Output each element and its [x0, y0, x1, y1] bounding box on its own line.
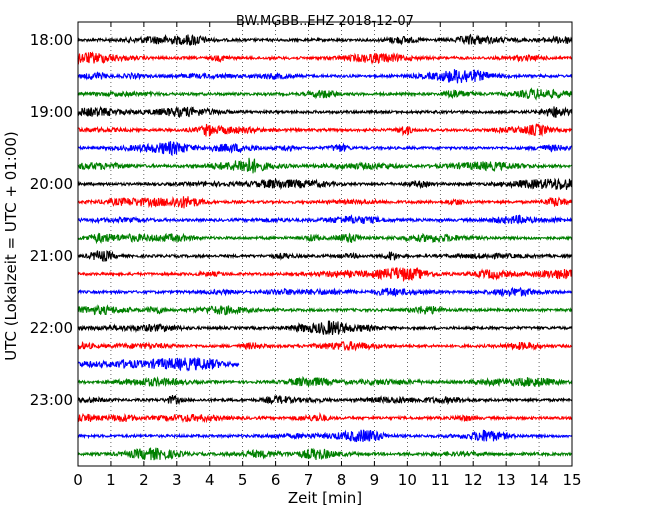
seismic-trace [77, 286, 573, 298]
y-axis-label: UTC (Lokalzeit = UTC + 01:00) [2, 131, 20, 361]
y-tick-label: 19:00 [30, 103, 73, 121]
x-tick-label: 12 [464, 471, 483, 489]
x-tick-label: 3 [172, 471, 182, 489]
seismic-trace [77, 141, 573, 157]
seismic-trace [77, 69, 573, 84]
y-tick-label: 22:00 [30, 319, 73, 337]
seismic-trace [77, 320, 573, 336]
x-tick-label: 4 [205, 471, 215, 489]
seismic-trace [77, 87, 573, 101]
seismic-trace [77, 214, 573, 225]
seismic-trace [77, 356, 240, 372]
seismic-trace [77, 375, 573, 389]
x-tick-label: 15 [562, 471, 581, 489]
x-tick-label: 14 [530, 471, 549, 489]
x-tick-label: 5 [238, 471, 248, 489]
seismic-trace [77, 105, 573, 119]
x-axis-label: Zeit [min] [288, 489, 362, 507]
x-tick-label: 7 [304, 471, 314, 489]
x-tick-label: 11 [431, 471, 450, 489]
chart-title: BW.MGBB..EHZ 2018-12-07 [236, 14, 414, 29]
seismic-trace [77, 340, 573, 352]
plot-frame [77, 21, 573, 467]
seismic-trace [77, 250, 573, 262]
seismic-trace [77, 195, 573, 209]
seismic-trace [77, 123, 572, 137]
seismic-trace [77, 51, 573, 65]
seismic-trace [77, 395, 573, 406]
x-tick-label: 13 [497, 471, 516, 489]
y-tick-label: 23:00 [30, 391, 73, 409]
x-tick-label: 2 [139, 471, 149, 489]
seismic-trace [77, 304, 573, 316]
x-tick-label: 0 [73, 471, 83, 489]
seismic-trace [77, 447, 573, 461]
x-tick-label: 9 [370, 471, 380, 489]
x-tick-label: 10 [398, 471, 417, 489]
axis-ticks: 0 1 2 3 4 5 6 7 8 9 10 11 12 13 14 1518:0019:0020:0021:… [30, 22, 582, 489]
seismic-trace [77, 411, 573, 424]
seismic-trace [77, 157, 573, 174]
x-tick-label: 1 [106, 471, 116, 489]
seismic-trace [77, 33, 573, 47]
seismic-trace [77, 177, 573, 190]
seismic-trace [77, 266, 573, 283]
y-tick-label: 20:00 [30, 175, 73, 193]
seismic-trace [77, 232, 573, 245]
x-tick-label: 6 [271, 471, 281, 489]
y-tick-label: 21:00 [30, 247, 73, 265]
x-tick-label: 8 [337, 471, 347, 489]
seismic-trace [77, 429, 573, 443]
seismic-traces [77, 33, 573, 461]
y-tick-label: 18:00 [30, 31, 73, 49]
